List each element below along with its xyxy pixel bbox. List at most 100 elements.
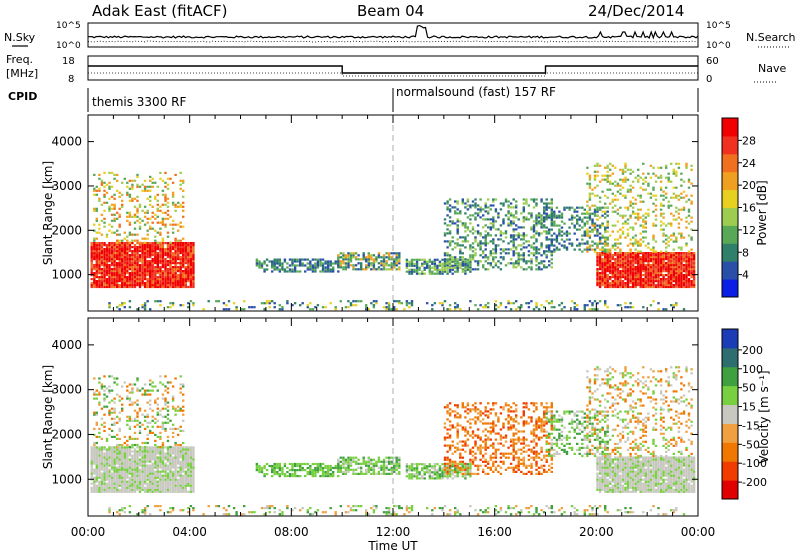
velocity-cell bbox=[95, 468, 98, 471]
power-cell bbox=[179, 266, 182, 269]
power-cell bbox=[133, 205, 137, 208]
power-cell bbox=[192, 256, 195, 259]
power-cell bbox=[466, 240, 470, 243]
power-cell bbox=[588, 174, 592, 177]
velocity-cell bbox=[128, 478, 132, 481]
power-cell bbox=[131, 187, 134, 190]
power-cell bbox=[146, 229, 149, 232]
velocity-cell bbox=[184, 490, 187, 493]
power-cell bbox=[515, 252, 518, 255]
power-cell bbox=[143, 223, 147, 226]
power-cell bbox=[492, 200, 495, 203]
power-cell bbox=[456, 264, 459, 267]
power-cell bbox=[398, 268, 401, 271]
power-cell bbox=[179, 246, 182, 249]
velocity-cell bbox=[184, 480, 187, 483]
velocity-cell bbox=[103, 454, 106, 457]
power-cell bbox=[624, 268, 627, 271]
velocity-cell bbox=[164, 472, 167, 475]
power-cell bbox=[113, 197, 116, 200]
power-cell bbox=[171, 274, 175, 277]
velocity-cell bbox=[174, 464, 177, 467]
power-cell bbox=[95, 272, 98, 275]
power-cell bbox=[642, 230, 645, 233]
velocity-cell bbox=[133, 470, 137, 473]
power-cell bbox=[390, 256, 393, 259]
velocity-cell bbox=[179, 452, 182, 455]
velocity-cell bbox=[98, 476, 101, 479]
power-cell bbox=[446, 232, 449, 235]
power-cell bbox=[665, 196, 668, 199]
power-cell bbox=[375, 260, 378, 263]
power-cell bbox=[512, 214, 515, 217]
power-cell bbox=[626, 264, 630, 267]
power-cell bbox=[515, 210, 518, 213]
power-cell bbox=[103, 268, 106, 271]
velocity-cell bbox=[161, 448, 165, 451]
velocity-cell bbox=[110, 389, 114, 392]
velocity-cell bbox=[141, 450, 144, 453]
power-cell bbox=[415, 272, 419, 275]
power-cell bbox=[161, 223, 165, 226]
power-cell bbox=[171, 223, 175, 226]
power-cell bbox=[530, 216, 533, 219]
velocity-cell bbox=[192, 458, 195, 461]
power-cell bbox=[93, 282, 96, 285]
power-cell bbox=[116, 284, 119, 287]
velocity-cell bbox=[103, 389, 106, 392]
power-cell bbox=[629, 216, 632, 219]
power-cell bbox=[672, 270, 675, 273]
power-cell bbox=[573, 232, 576, 235]
velocity-cell bbox=[113, 454, 116, 457]
velocity-cell bbox=[146, 466, 149, 469]
power-cell bbox=[525, 216, 528, 219]
velocity-cell bbox=[110, 407, 114, 410]
power-cell bbox=[459, 236, 462, 239]
power-cell bbox=[454, 302, 457, 305]
power-cell bbox=[568, 208, 571, 211]
power-cell bbox=[293, 266, 297, 269]
velocity-cell bbox=[133, 464, 137, 467]
power-cell bbox=[108, 246, 111, 249]
power-cell bbox=[558, 234, 561, 237]
power-cell bbox=[654, 276, 658, 279]
power-cell bbox=[545, 244, 548, 247]
power-cell bbox=[349, 258, 353, 261]
power-cell bbox=[687, 270, 691, 273]
power-cell bbox=[657, 268, 660, 271]
velocity-cell bbox=[136, 454, 139, 457]
power-cell bbox=[278, 258, 281, 261]
power-cell bbox=[339, 260, 342, 263]
power-cell bbox=[601, 274, 604, 277]
power-cell bbox=[398, 254, 401, 257]
velocity-cell bbox=[126, 490, 129, 493]
power-cell bbox=[387, 256, 391, 259]
power-cell bbox=[687, 186, 691, 189]
power-cell bbox=[164, 248, 167, 251]
power-cell bbox=[136, 215, 139, 218]
velocity-cell bbox=[98, 484, 101, 487]
power-cell bbox=[550, 222, 553, 225]
power-cell bbox=[624, 252, 627, 255]
power-cell bbox=[540, 218, 543, 221]
power-cell bbox=[456, 262, 459, 265]
power-cell bbox=[507, 248, 510, 251]
power-cell bbox=[560, 308, 564, 311]
power-cell bbox=[421, 270, 424, 273]
velocity-cell bbox=[93, 443, 96, 447]
power-cell bbox=[184, 246, 187, 249]
power-cell bbox=[98, 248, 101, 251]
power-cell bbox=[601, 272, 604, 275]
power-cell bbox=[156, 270, 159, 273]
velocity-cell bbox=[95, 460, 98, 463]
power-cell bbox=[337, 256, 340, 259]
power-cell bbox=[156, 256, 159, 259]
power-cell bbox=[690, 202, 693, 205]
power-cell bbox=[347, 258, 350, 261]
power-cell bbox=[644, 278, 647, 281]
power-cell bbox=[156, 268, 159, 271]
power-cell bbox=[502, 256, 505, 259]
power-cell bbox=[263, 268, 266, 271]
power-cell bbox=[670, 304, 673, 307]
power-cell bbox=[281, 266, 284, 269]
